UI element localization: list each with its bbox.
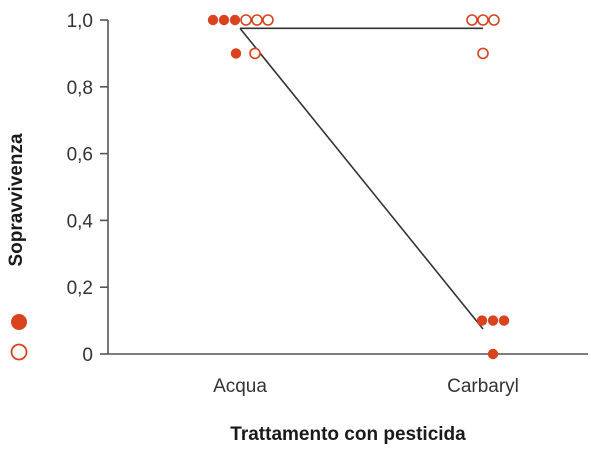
y-tick-label-1: 0,2 xyxy=(67,278,93,299)
point-filled-carbaryl-2 xyxy=(498,315,510,326)
legend xyxy=(10,314,28,361)
point-open-carbaryl-3 xyxy=(477,47,489,60)
x-axis-title: Trattamento con pesticida xyxy=(230,424,466,445)
point-open-carbaryl-1 xyxy=(477,14,489,26)
x-category-label-1: Carbaryl xyxy=(447,376,519,397)
y-axis-title: Sopravvivenza xyxy=(6,133,27,266)
x-categories: Acqua Carbaryl xyxy=(213,376,519,397)
point-open-carbaryl-2 xyxy=(488,14,500,26)
x-category-label-0: Acqua xyxy=(213,376,267,397)
point-filled-carbaryl-3 xyxy=(487,348,499,360)
y-tick-label-5: 1,0 xyxy=(67,11,93,32)
point-open-acqua-2 xyxy=(262,14,274,26)
point-open-carbaryl-0 xyxy=(466,14,478,26)
mean-lines xyxy=(239,27,484,330)
y-tick-label-2: 0,4 xyxy=(67,211,94,232)
y-tick-label-3: 0,6 xyxy=(67,145,93,166)
point-filled-carbaryl-1 xyxy=(487,315,499,326)
data-points xyxy=(207,14,510,360)
point-open-acqua-3 xyxy=(249,47,261,60)
legend-open-marker xyxy=(10,343,28,361)
y-tick-label-4: 0,8 xyxy=(67,78,93,99)
y-tick-label-0: 0 xyxy=(82,345,93,366)
axes xyxy=(107,20,588,355)
point-filled-acqua-0 xyxy=(207,14,219,26)
point-filled-acqua-4 xyxy=(230,48,242,59)
point-filled-acqua-2 xyxy=(229,14,241,26)
point-open-acqua-0 xyxy=(240,14,252,26)
point-open-acqua-1 xyxy=(251,14,263,26)
point-filled-acqua-1 xyxy=(218,14,230,26)
y-ticks: 0 0,2 0,4 0,6 0,8 1,0 xyxy=(67,11,108,366)
point-filled-carbaryl-0 xyxy=(476,315,488,326)
mean-line-filled xyxy=(239,27,484,330)
legend-filled-marker xyxy=(11,314,27,330)
